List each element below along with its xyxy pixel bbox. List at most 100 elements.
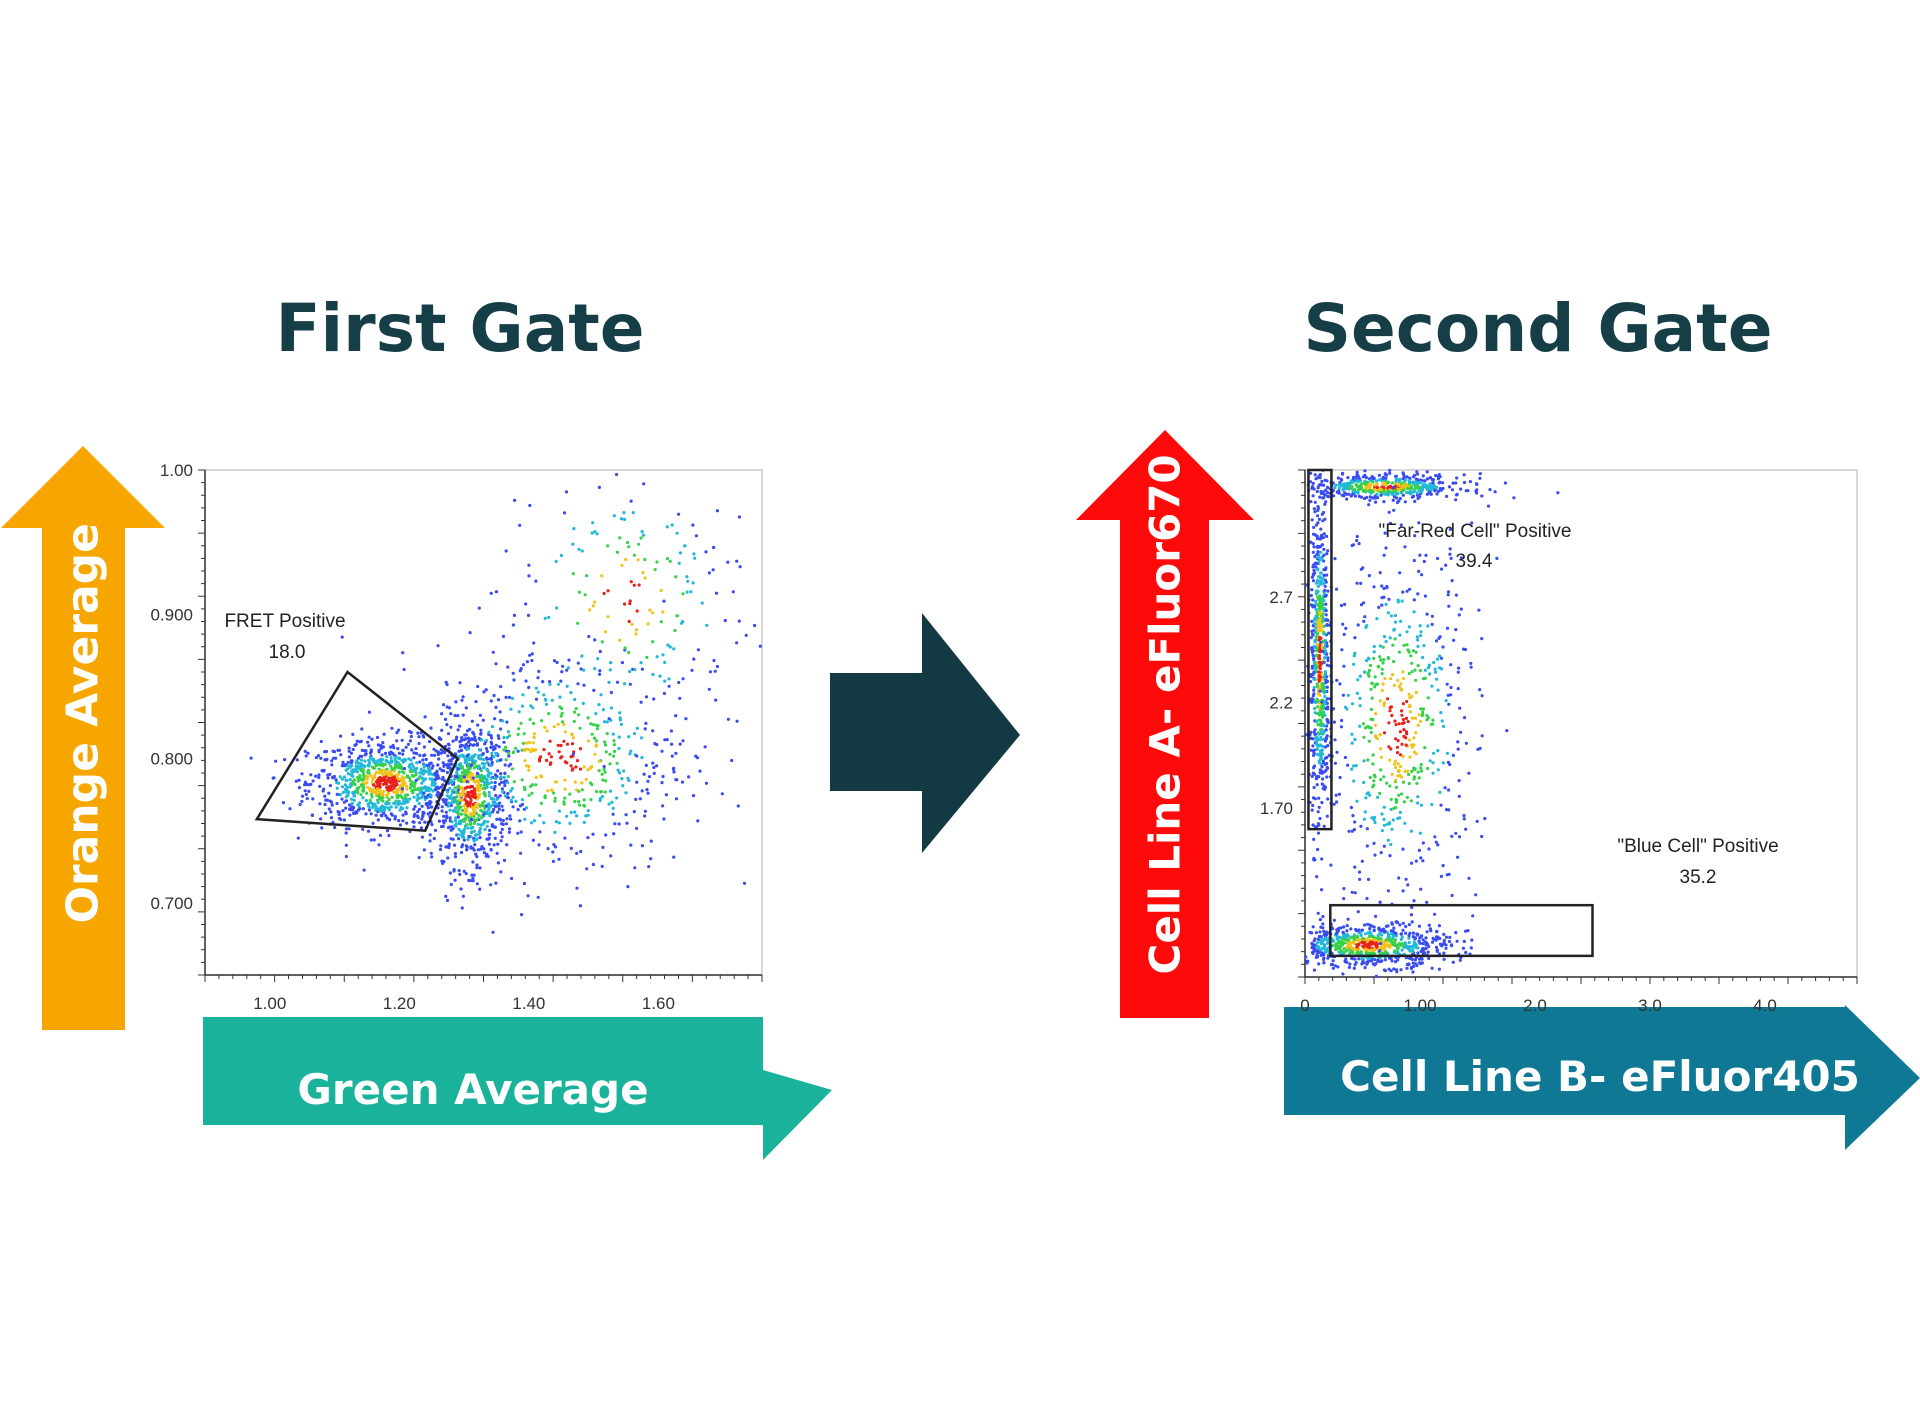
gate-rectangle[interactable] — [1329, 903, 1594, 958]
data-point — [726, 560, 730, 564]
data-point — [1401, 717, 1405, 722]
data-point — [1469, 946, 1473, 950]
data-point — [1399, 682, 1403, 686]
data-point — [319, 756, 323, 760]
data-point — [400, 738, 404, 742]
data-point — [686, 579, 690, 583]
data-point — [433, 781, 437, 785]
data-point — [597, 703, 601, 707]
data-point — [393, 757, 397, 761]
data-point — [1404, 931, 1408, 935]
data-point — [1401, 928, 1405, 932]
gate-name-label: FRET Positive — [224, 611, 345, 632]
data-point — [1357, 476, 1361, 480]
data-point — [586, 836, 590, 840]
data-point — [723, 618, 727, 623]
data-point — [1407, 941, 1411, 945]
data-point — [703, 745, 707, 749]
data-point — [1366, 944, 1370, 948]
data-point — [1375, 485, 1379, 490]
data-point — [576, 621, 580, 625]
data-point — [397, 799, 401, 804]
data-point — [363, 759, 367, 763]
data-point — [1331, 966, 1335, 970]
data-point — [320, 826, 324, 830]
data-point — [1369, 707, 1373, 712]
data-point — [547, 712, 551, 716]
data-point — [387, 780, 391, 784]
data-point — [612, 514, 616, 518]
gate-polygon[interactable] — [254, 670, 460, 833]
data-point — [1412, 777, 1416, 781]
data-point — [636, 558, 640, 562]
data-point — [382, 732, 386, 736]
data-point — [274, 759, 278, 763]
data-point — [1395, 920, 1400, 925]
data-point — [423, 777, 427, 781]
data-point — [1376, 795, 1380, 799]
data-point — [1315, 875, 1319, 879]
data-point — [578, 767, 583, 771]
data-point — [1449, 556, 1453, 561]
data-point — [591, 521, 595, 525]
data-point — [494, 881, 498, 885]
data-point — [517, 727, 521, 731]
data-point — [602, 764, 606, 769]
data-point — [1436, 477, 1440, 481]
data-point — [492, 843, 496, 847]
data-point — [1414, 962, 1418, 966]
data-point — [516, 732, 520, 737]
data-point — [1325, 663, 1329, 667]
data-point — [415, 761, 419, 765]
data-point — [450, 762, 454, 766]
data-point — [456, 812, 460, 816]
data-point — [582, 668, 586, 672]
data-point — [1312, 946, 1316, 950]
data-point — [454, 816, 458, 820]
data-point — [1320, 677, 1324, 682]
data-point — [575, 814, 579, 818]
data-point — [478, 831, 482, 835]
data-point — [677, 561, 681, 565]
data-point — [1423, 746, 1427, 750]
data-point — [1314, 477, 1318, 481]
data-point — [450, 791, 454, 795]
data-point — [692, 552, 696, 556]
data-point — [504, 758, 508, 762]
data-point — [373, 790, 377, 794]
data-point — [1326, 658, 1330, 663]
data-point — [350, 797, 354, 801]
data-point — [1321, 681, 1325, 686]
data-point — [663, 660, 667, 665]
data-point — [351, 747, 355, 752]
data-point — [1315, 552, 1319, 557]
data-point — [1319, 483, 1323, 487]
data-point — [1427, 944, 1431, 949]
data-point — [1420, 490, 1424, 494]
data-point — [1392, 628, 1396, 632]
data-point — [1454, 593, 1458, 597]
data-point — [1458, 706, 1462, 710]
data-point — [400, 790, 404, 794]
data-point — [1364, 951, 1368, 955]
data-point — [1320, 558, 1324, 562]
data-point — [454, 790, 458, 794]
data-point — [1317, 805, 1321, 810]
data-point — [406, 800, 410, 804]
data-point — [456, 728, 460, 732]
data-point — [449, 794, 453, 798]
data-point — [448, 825, 452, 829]
data-point — [1380, 596, 1384, 600]
data-point — [500, 804, 504, 808]
data-point — [1412, 598, 1416, 602]
data-point — [416, 796, 420, 800]
data-point — [672, 647, 676, 651]
data-point — [445, 794, 449, 798]
data-point — [1357, 957, 1361, 961]
data-point — [460, 765, 464, 769]
data-point — [422, 791, 426, 795]
data-point — [1322, 660, 1326, 664]
data-point — [714, 698, 718, 702]
gate-rectangle[interactable] — [1307, 468, 1333, 831]
data-point — [388, 784, 392, 788]
